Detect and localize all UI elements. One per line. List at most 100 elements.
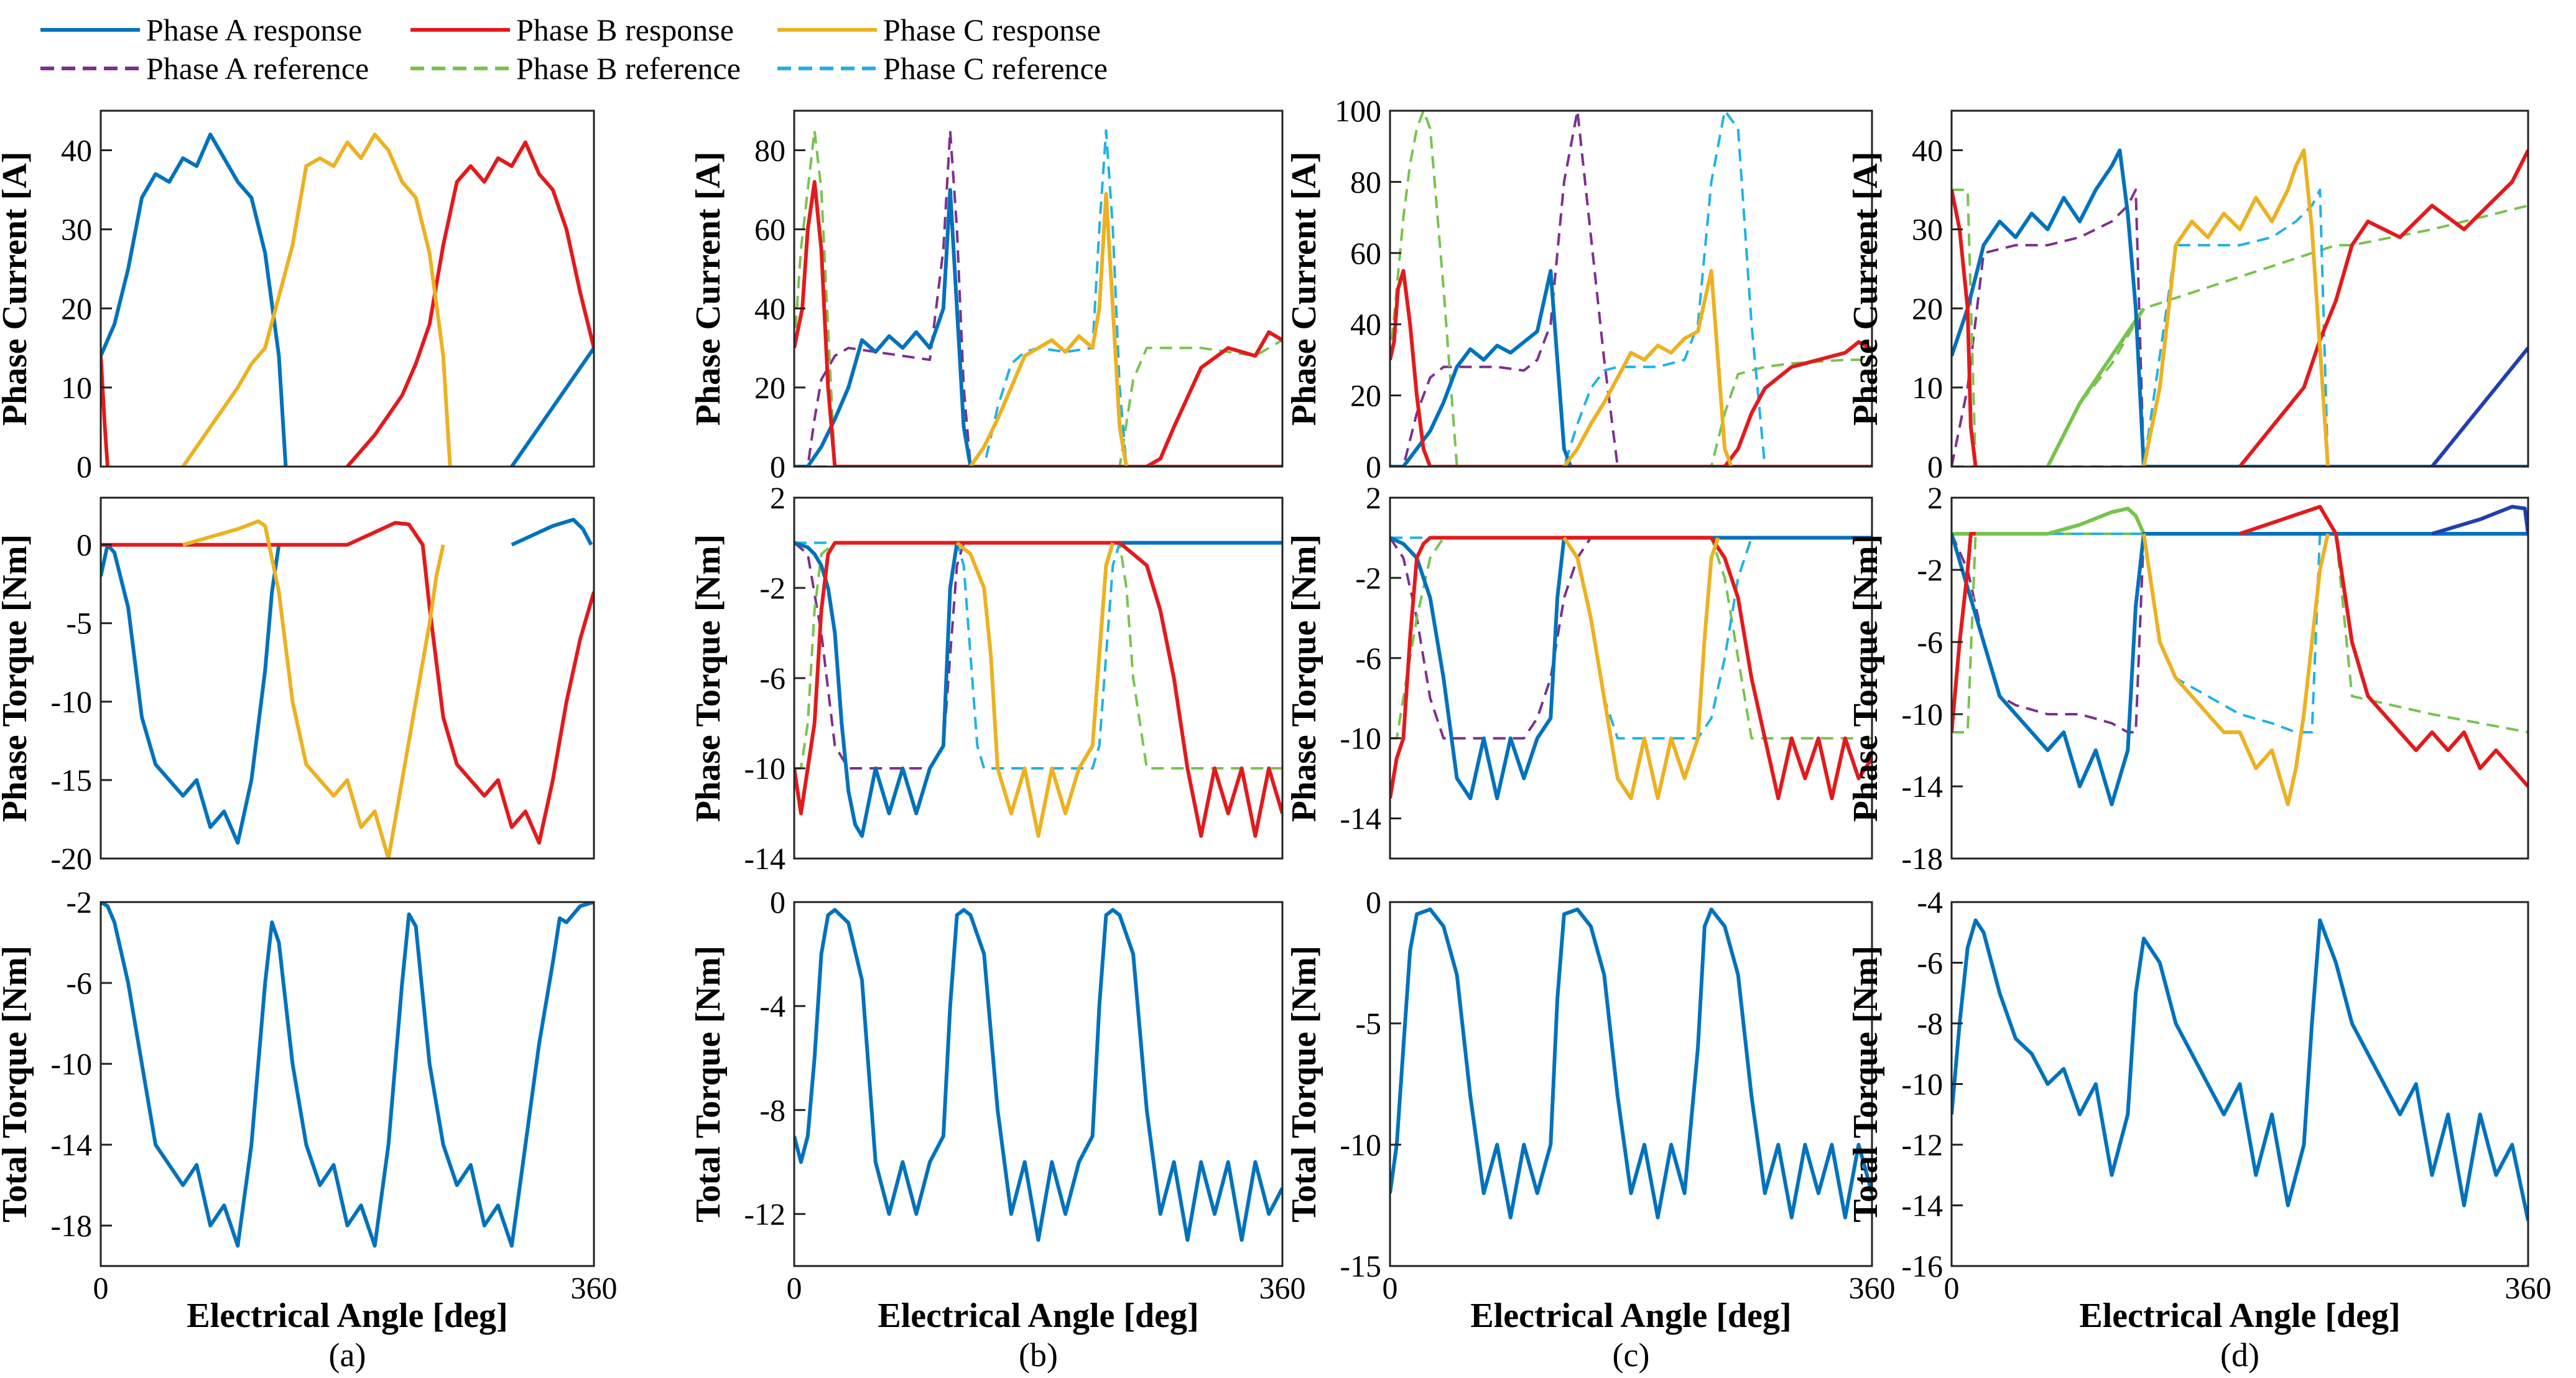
panel-d-phase-torque: -18 -14 -10 -6 -2 2 Phase Torque [Nm] xyxy=(1846,480,2529,876)
series-line xyxy=(1390,907,1872,1219)
y-tick-label: 40 xyxy=(754,291,785,326)
panel-a-phase-torque: -20 -15 -10 -5 0 Phase Torque [Nm] xyxy=(0,496,595,876)
series-line xyxy=(1562,269,1733,467)
series-line xyxy=(101,133,288,467)
y-tick-label: 60 xyxy=(754,212,785,247)
plot-frame xyxy=(1389,496,1873,860)
y-tick-label: -8 xyxy=(759,1092,785,1127)
y-tick-label: -4 xyxy=(759,989,785,1023)
series-line xyxy=(1390,111,1872,467)
y-tick-label: 80 xyxy=(754,133,785,168)
x-tick-label: 360 xyxy=(1259,1270,1306,1305)
y-tick-label: -15 xyxy=(1340,1249,1381,1283)
legend-entry: Phase B response xyxy=(410,12,734,47)
series-line xyxy=(1952,918,2528,1221)
x-tick-label: 0 xyxy=(787,1270,802,1305)
y-tick-label: 2 xyxy=(1927,480,1943,515)
y-tick-label: -4 xyxy=(1917,885,1943,919)
panel-b-current: 0 20 40 60 80 Phase Current [A] xyxy=(689,109,1284,484)
y-tick-label: 60 xyxy=(1350,236,1381,271)
y-tick-label: -5 xyxy=(66,606,92,641)
series-line xyxy=(1562,536,1720,801)
x-axis-label: Electrical Angle [deg] xyxy=(187,1297,507,1335)
y-tick-label: -6 xyxy=(1917,625,1943,659)
plot-frame xyxy=(1389,109,1873,468)
legend-label: Phase B response xyxy=(516,12,734,47)
series-line xyxy=(1952,532,1976,733)
y-axis-label: Total Torque [Nm] xyxy=(1285,946,1323,1222)
series-line xyxy=(1952,532,2528,806)
series-line xyxy=(794,129,1282,467)
y-tick-label: -14 xyxy=(744,841,785,876)
y-tick-label: 0 xyxy=(76,449,92,484)
y-tick-label: -10 xyxy=(50,1046,92,1081)
y-tick-label: -5 xyxy=(1355,1006,1381,1041)
panel-b-phase-torque: -14 -10 -6 -2 2 Phase Torque [Nm] xyxy=(689,480,1284,876)
series-line xyxy=(1390,269,1872,467)
plot-frame xyxy=(1950,496,2529,860)
series-line xyxy=(2430,347,2528,467)
y-tick-label: 20 xyxy=(1912,291,1943,326)
series-group xyxy=(1390,111,1872,467)
series-line xyxy=(1390,536,1872,740)
x-tick-label: 0 xyxy=(1383,1270,1398,1305)
y-axis-label: Total Torque [Nm] xyxy=(689,946,728,1222)
y-axis-label: Total Torque [Nm] xyxy=(0,946,34,1222)
series-line xyxy=(2142,148,2330,467)
y-tick-label: -8 xyxy=(1917,1006,1943,1041)
y-tick-label: 0 xyxy=(1366,449,1381,484)
y-tick-label: -15 xyxy=(50,763,92,798)
y-tick-label: 2 xyxy=(770,480,785,515)
series-line xyxy=(794,188,1282,467)
y-tick-label: 30 xyxy=(1912,212,1943,247)
y-tick-label: -12 xyxy=(744,1196,785,1231)
panel-d-total-torque: -16 -14 -12 -10 -8 -6 -4 Total Torque [Nm] 0 360 E… xyxy=(1846,885,2552,1335)
series-group xyxy=(1390,907,1872,1219)
series-line xyxy=(2238,149,2528,467)
series-line xyxy=(794,541,1282,770)
y-tick-label: 10 xyxy=(1912,370,1943,405)
y-tick-label: 10 xyxy=(61,370,92,405)
legend-label: Phase B reference xyxy=(516,51,741,86)
plot-frame xyxy=(1389,901,1873,1267)
y-tick-label: 0 xyxy=(770,885,785,919)
series-line xyxy=(794,908,1282,1242)
y-tick-label: 40 xyxy=(1912,133,1943,168)
series-line xyxy=(346,140,594,467)
y-tick-label: 30 xyxy=(61,212,92,247)
legend-entry: Phase C response xyxy=(777,12,1101,47)
series-line xyxy=(1390,269,1872,467)
x-axis-label: Electrical Angle [deg] xyxy=(2079,1297,2400,1335)
legend-entry: Phase A reference xyxy=(40,51,369,86)
x-tick-label: 360 xyxy=(571,1270,618,1305)
y-axis-label: Total Torque [Nm] xyxy=(1846,946,1885,1222)
y-tick-label: 20 xyxy=(754,370,785,405)
y-tick-label: -18 xyxy=(50,1208,92,1243)
panel-caption: (a) xyxy=(329,1336,366,1374)
series-line xyxy=(2046,307,2146,467)
y-tick-label: 0 xyxy=(770,449,785,484)
series-group xyxy=(1952,148,2528,467)
y-tick-label: 0 xyxy=(1366,885,1381,919)
legend: Phase A response Phase B response Phase C … xyxy=(40,12,1108,86)
series-line xyxy=(794,129,1282,467)
y-tick-label: -16 xyxy=(1901,1249,1943,1283)
x-axis-label: Electrical Angle [deg] xyxy=(1470,1297,1791,1335)
y-tick-label: -14 xyxy=(50,1127,92,1162)
y-tick-label: 0 xyxy=(76,528,92,562)
series-line xyxy=(794,129,1282,467)
y-axis-label: Phase Current [A] xyxy=(0,152,34,426)
y-tick-label: -6 xyxy=(759,661,785,696)
y-tick-label: -14 xyxy=(1901,1188,1943,1223)
panel-caption: (c) xyxy=(1613,1336,1650,1374)
series-line xyxy=(1146,330,1282,467)
y-tick-label: -6 xyxy=(66,966,92,1000)
series-group xyxy=(794,129,1282,467)
legend-label: Phase C reference xyxy=(883,51,1108,86)
y-tick-label: -2 xyxy=(1355,561,1381,595)
panel-c-current: 0 20 40 60 80 100 Phase Current [A] xyxy=(1285,93,1873,484)
legend-label: Phase A reference xyxy=(146,51,369,86)
panel-b-total-torque: -12 -8 -4 0 Total Torque [Nm] 0 360 Electrical … xyxy=(689,885,1306,1335)
series-line xyxy=(1952,506,2146,536)
